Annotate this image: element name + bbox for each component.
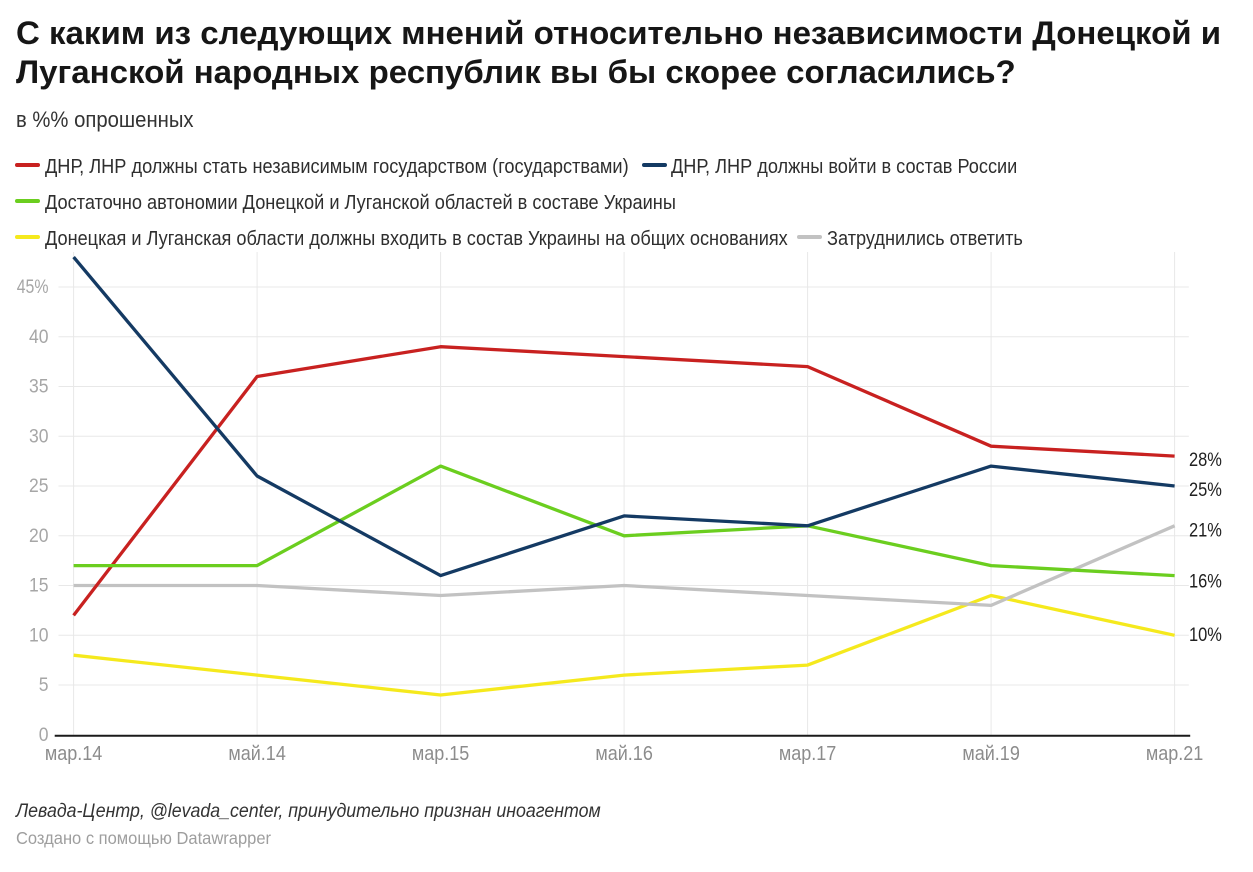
svg-text:май.19: май.19 bbox=[962, 743, 1020, 765]
svg-text:мар.17: мар.17 bbox=[779, 743, 837, 765]
svg-text:0: 0 bbox=[39, 725, 49, 746]
svg-text:25: 25 bbox=[29, 476, 49, 497]
svg-text:15: 15 bbox=[29, 576, 49, 597]
svg-text:10: 10 bbox=[29, 626, 49, 647]
svg-text:мар.14: мар.14 bbox=[45, 743, 103, 765]
svg-text:5: 5 bbox=[39, 675, 49, 696]
svg-text:40: 40 bbox=[29, 327, 49, 348]
svg-text:16%: 16% bbox=[1189, 571, 1222, 592]
svg-text:май.16: май.16 bbox=[595, 743, 653, 765]
svg-text:мар.15: мар.15 bbox=[412, 743, 470, 765]
svg-text:28%: 28% bbox=[1189, 450, 1222, 471]
svg-text:май.14: май.14 bbox=[228, 743, 286, 765]
svg-text:21%: 21% bbox=[1189, 520, 1222, 541]
svg-text:35: 35 bbox=[29, 377, 49, 398]
svg-text:25%: 25% bbox=[1189, 480, 1222, 501]
svg-text:30: 30 bbox=[29, 426, 49, 447]
svg-text:10%: 10% bbox=[1189, 625, 1222, 646]
svg-text:мар.21: мар.21 bbox=[1146, 743, 1204, 765]
svg-text:45%: 45% bbox=[17, 277, 49, 298]
svg-text:20: 20 bbox=[29, 526, 49, 547]
